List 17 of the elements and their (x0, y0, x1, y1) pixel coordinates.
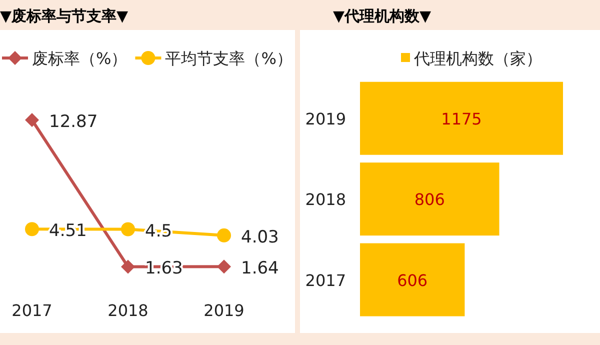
x-tick-label: 2019 (204, 301, 244, 320)
legend-label: 平均节支率（%） (165, 49, 292, 68)
data-label: 806 (414, 190, 445, 210)
chart-title: ▼代理机构数▼ (333, 7, 432, 25)
x-tick-label: 2018 (108, 301, 148, 320)
legend-label: 代理机构数（家） (413, 49, 542, 68)
legend-label: 废标率（%） (32, 49, 128, 68)
x-tick-label: 2017 (12, 301, 52, 320)
data-label: 1175 (441, 109, 482, 128)
data-label: 12.87 (49, 112, 98, 132)
chart-title: ▼废标率与节支率▼ (0, 7, 129, 25)
data-label: 1.64 (241, 258, 279, 279)
data-label: 606 (397, 270, 428, 290)
y-tick-label: 2019 (305, 109, 346, 128)
y-tick-label: 2017 (305, 270, 346, 290)
data-label: 4.03 (241, 227, 279, 248)
y-tick-label: 2018 (305, 190, 346, 210)
